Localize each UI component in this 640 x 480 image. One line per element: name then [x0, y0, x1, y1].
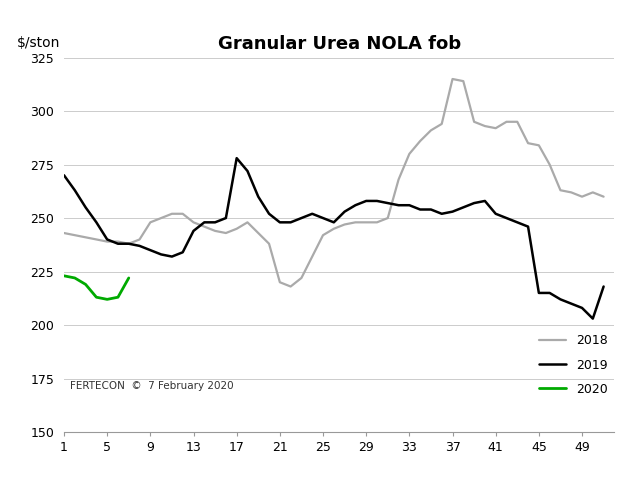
- Line: 2018: 2018: [64, 79, 604, 287]
- 2018: [470, 119, 478, 125]
- 2019: [600, 284, 607, 289]
- 2019: [578, 305, 586, 311]
- 2020: [103, 297, 111, 302]
- 2018: [449, 76, 456, 82]
- 2018: [427, 128, 435, 133]
- 2018: [60, 230, 68, 236]
- 2018: [233, 226, 241, 232]
- Line: 2020: 2020: [64, 276, 129, 300]
- 2020: [71, 275, 79, 281]
- 2019: [460, 204, 467, 210]
- 2019: [60, 172, 68, 178]
- 2018: [600, 194, 607, 200]
- 2020: [93, 294, 100, 300]
- Text: FERTECON  ©  7 February 2020: FERTECON © 7 February 2020: [70, 381, 233, 391]
- Line: 2019: 2019: [64, 158, 604, 319]
- 2020: [125, 275, 132, 281]
- Title: Granular Urea NOLA fob: Granular Urea NOLA fob: [218, 35, 461, 53]
- 2019: [244, 168, 252, 174]
- 2020: [114, 294, 122, 300]
- 2019: [233, 155, 241, 161]
- 2018: [287, 284, 294, 289]
- 2018: [179, 211, 186, 216]
- 2018: [222, 230, 230, 236]
- 2018: [589, 190, 596, 195]
- 2019: [589, 316, 596, 322]
- 2019: [222, 215, 230, 221]
- Text: $/ston: $/ston: [17, 36, 61, 50]
- 2019: [179, 250, 186, 255]
- 2020: [82, 281, 90, 287]
- 2019: [427, 206, 435, 212]
- 2020: [60, 273, 68, 279]
- Legend: 2018, 2019, 2020: 2018, 2019, 2020: [539, 334, 608, 396]
